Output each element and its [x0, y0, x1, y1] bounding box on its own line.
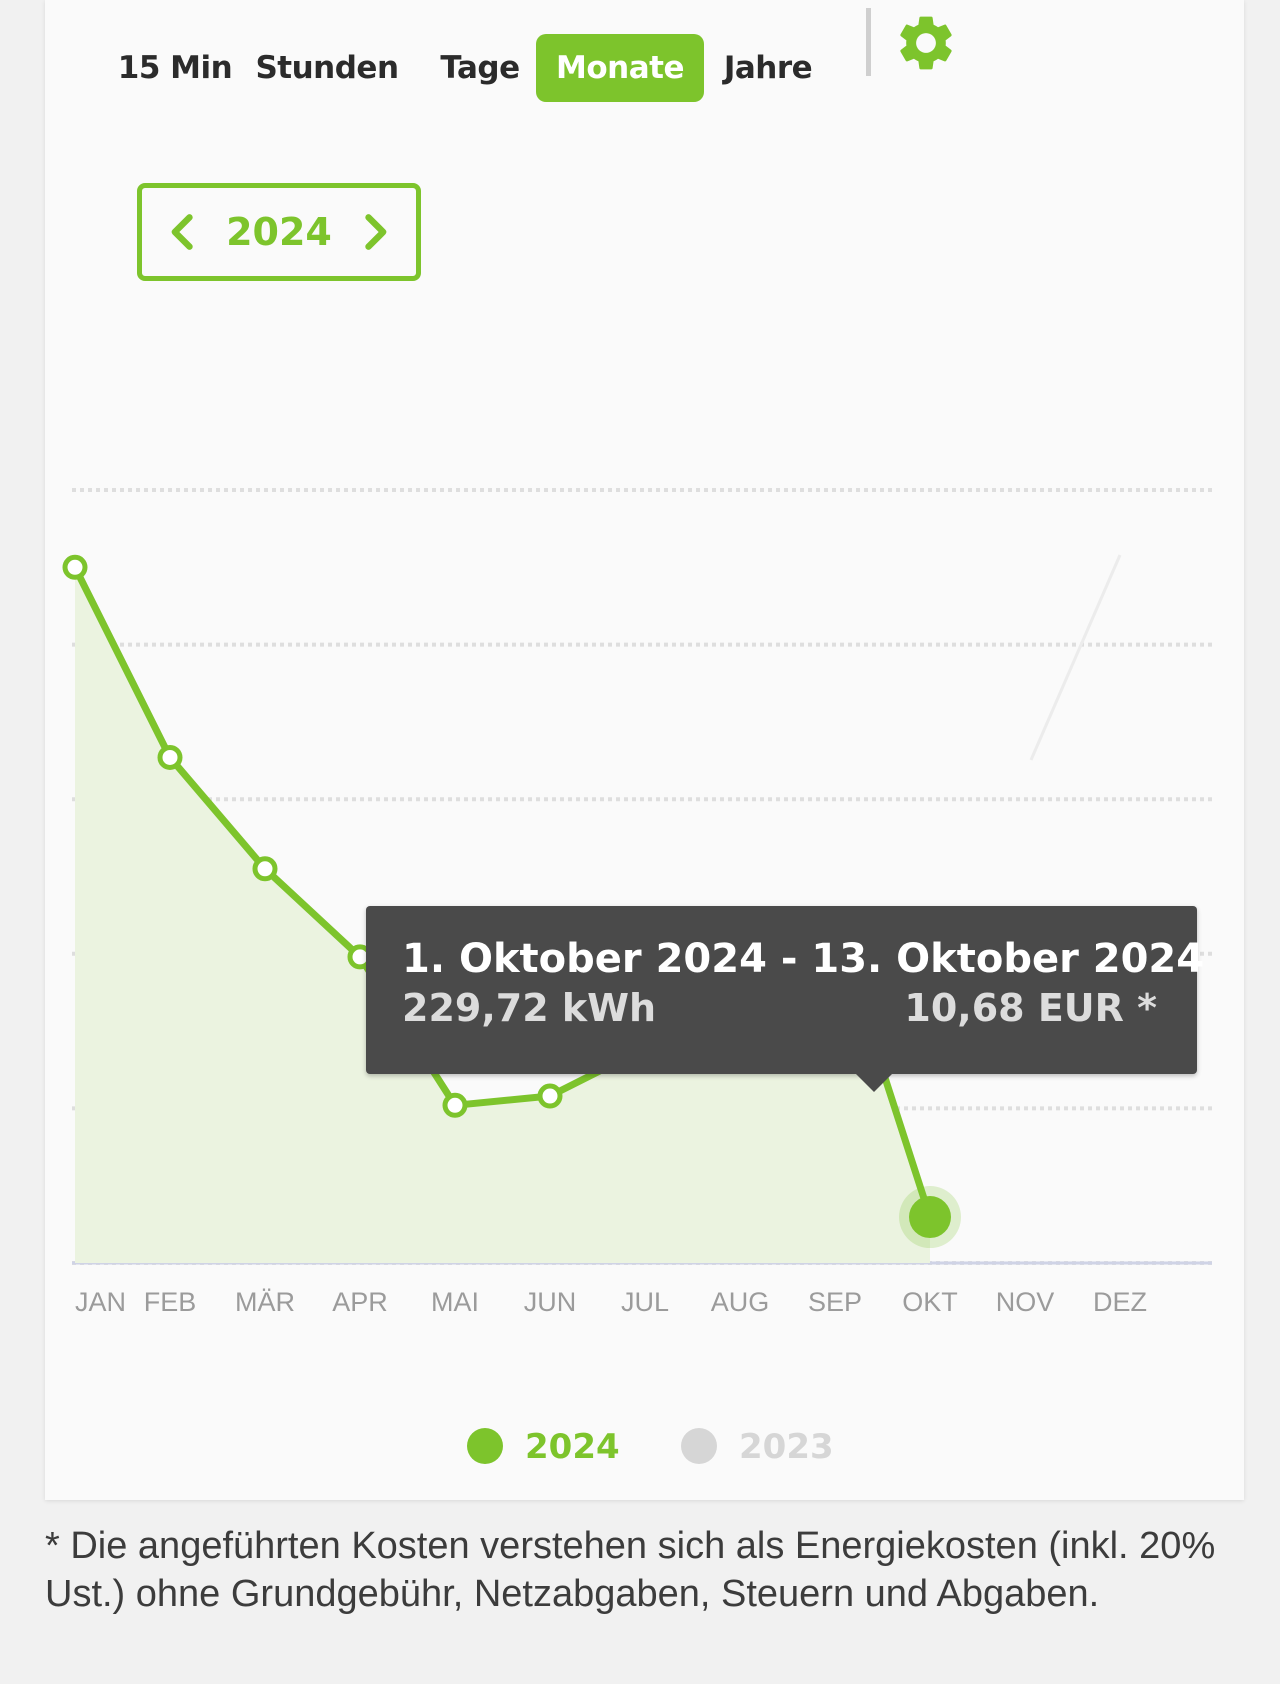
chevron-right-icon[interactable] [352, 210, 396, 254]
x-tick-label: MAI [431, 1287, 479, 1317]
data-point-okt[interactable] [909, 1196, 951, 1239]
tab-stunden[interactable]: Stunden [255, 50, 399, 86]
x-tick-label: JUL [621, 1287, 669, 1317]
gear-icon[interactable] [893, 10, 959, 76]
tab-jahre[interactable]: Jahre [723, 50, 813, 86]
legend-label-2023: 2023 [739, 1427, 834, 1467]
data-point-mär[interactable] [252, 856, 278, 882]
tab-divider [866, 8, 871, 76]
data-tooltip: 1. Oktober 2024 - 13. Oktober 2024 229,7… [366, 906, 1204, 1092]
tooltip-cost: 10,68 EUR * [904, 986, 1157, 1030]
data-point-feb[interactable] [157, 744, 183, 770]
decorative-stroke [1029, 554, 1122, 761]
x-tick-label: AUG [711, 1287, 770, 1317]
tooltip-energy: 229,72 kWh [402, 986, 657, 1030]
year-selector: 2024 [137, 183, 421, 281]
x-tick-label: OKT [902, 1287, 958, 1317]
x-tick-label: MÄR [235, 1287, 295, 1317]
tab-15-min[interactable]: 15 Min [117, 50, 233, 86]
legend-label-2024: 2024 [525, 1427, 620, 1467]
data-point-mai[interactable] [442, 1092, 468, 1118]
consumption-card: 15 Min Stunden Tage Monate Jahre 2024 JA… [45, 0, 1244, 1500]
tab-monate[interactable]: Monate [536, 34, 704, 102]
x-tick-label: JUN [524, 1287, 577, 1317]
chevron-left-icon[interactable] [162, 210, 206, 254]
tab-tage[interactable]: Tage [440, 50, 520, 86]
x-tick-label: FEB [144, 1287, 197, 1317]
data-point-jan[interactable] [62, 554, 88, 580]
x-tick-label: DEZ [1093, 1287, 1147, 1317]
legend-dot-2024 [467, 1428, 503, 1464]
x-tick-label: SEP [808, 1287, 862, 1317]
tooltip-date-range: 1. Oktober 2024 - 13. Oktober 2024 [402, 936, 1205, 982]
year-label: 2024 [226, 210, 332, 254]
x-tick-label: NOV [996, 1287, 1055, 1317]
period-tabs: 15 Min Stunden Tage Monate Jahre [45, 0, 1244, 120]
x-tick-label: APR [332, 1287, 388, 1317]
legend-dot-2023 [681, 1428, 717, 1464]
cost-footnote: * Die angeführten Kosten verstehen sich … [45, 1525, 1216, 1615]
data-point-jun[interactable] [537, 1083, 563, 1109]
consumption-chart: JAN FEB MÄR APR MAI JUN JUL AUG SEP OKT NOV DEZ [62, 488, 1212, 1317]
series-2024-area [75, 567, 930, 1263]
x-tick-label: JAN [75, 1287, 126, 1317]
